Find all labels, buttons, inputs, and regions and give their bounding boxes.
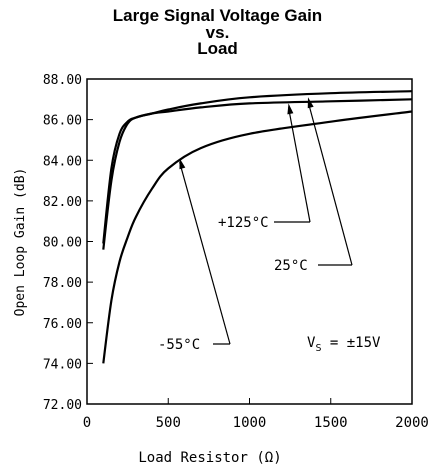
y-tick-label: 82.00: [43, 195, 82, 210]
series-group: [102, 90, 413, 364]
y-tick-label: 72.00: [43, 398, 82, 413]
annotation-leader: [179, 162, 231, 345]
x-tick-label: 0: [83, 415, 91, 431]
y-axis-label: Open Loop Gain (dB): [13, 168, 28, 317]
supply-voltage-value: = ±15V: [321, 335, 381, 351]
annotation-arrowhead: [307, 97, 314, 109]
tick-group: 0 500 1000 1500 2000 72.00 74.00 76.00 78.00 80.0…: [43, 73, 429, 431]
annotation-leader: [307, 101, 353, 266]
y-tick-label: 78.00: [43, 276, 82, 291]
y-tick-label: 74.00: [43, 357, 82, 372]
x-axis-label: Load Resistor (Ω): [138, 450, 281, 466]
chart-title-line-2: vs.: [205, 23, 230, 42]
y-tick-label: 86.00: [43, 114, 82, 129]
annotation-label: -55°C: [158, 337, 200, 353]
supply-voltage-subscript: S: [315, 343, 321, 354]
y-tick-label: 88.00: [43, 73, 82, 88]
y-tick-label: 84.00: [43, 154, 82, 169]
annotation-leader: [287, 107, 311, 223]
plot-frame: [86, 78, 413, 405]
supply-voltage-v: V: [307, 335, 316, 351]
chart-title-line-3: Load: [197, 39, 238, 58]
x-tick-label: 1500: [314, 415, 348, 431]
annotation-arrowhead: [287, 103, 294, 115]
annotation-arrowhead: [179, 158, 186, 170]
y-tick-label: 80.00: [43, 236, 82, 251]
x-tick-label: 500: [156, 415, 181, 431]
series-line-2: [102, 110, 413, 364]
chart-title-line-1: Large Signal Voltage Gain: [112, 6, 323, 25]
annotation-label: 25°C: [274, 258, 308, 274]
y-tick-label: 76.00: [43, 317, 82, 332]
x-tick-label: 2000: [395, 415, 429, 431]
series-line-1: [102, 90, 413, 244]
annotation-group: +125°C 25°C -55°C: [158, 97, 353, 353]
x-tick-label: 1000: [233, 415, 267, 431]
annotation-label: +125°C: [218, 215, 269, 231]
supply-voltage-label: VS = ±15V: [307, 335, 381, 354]
